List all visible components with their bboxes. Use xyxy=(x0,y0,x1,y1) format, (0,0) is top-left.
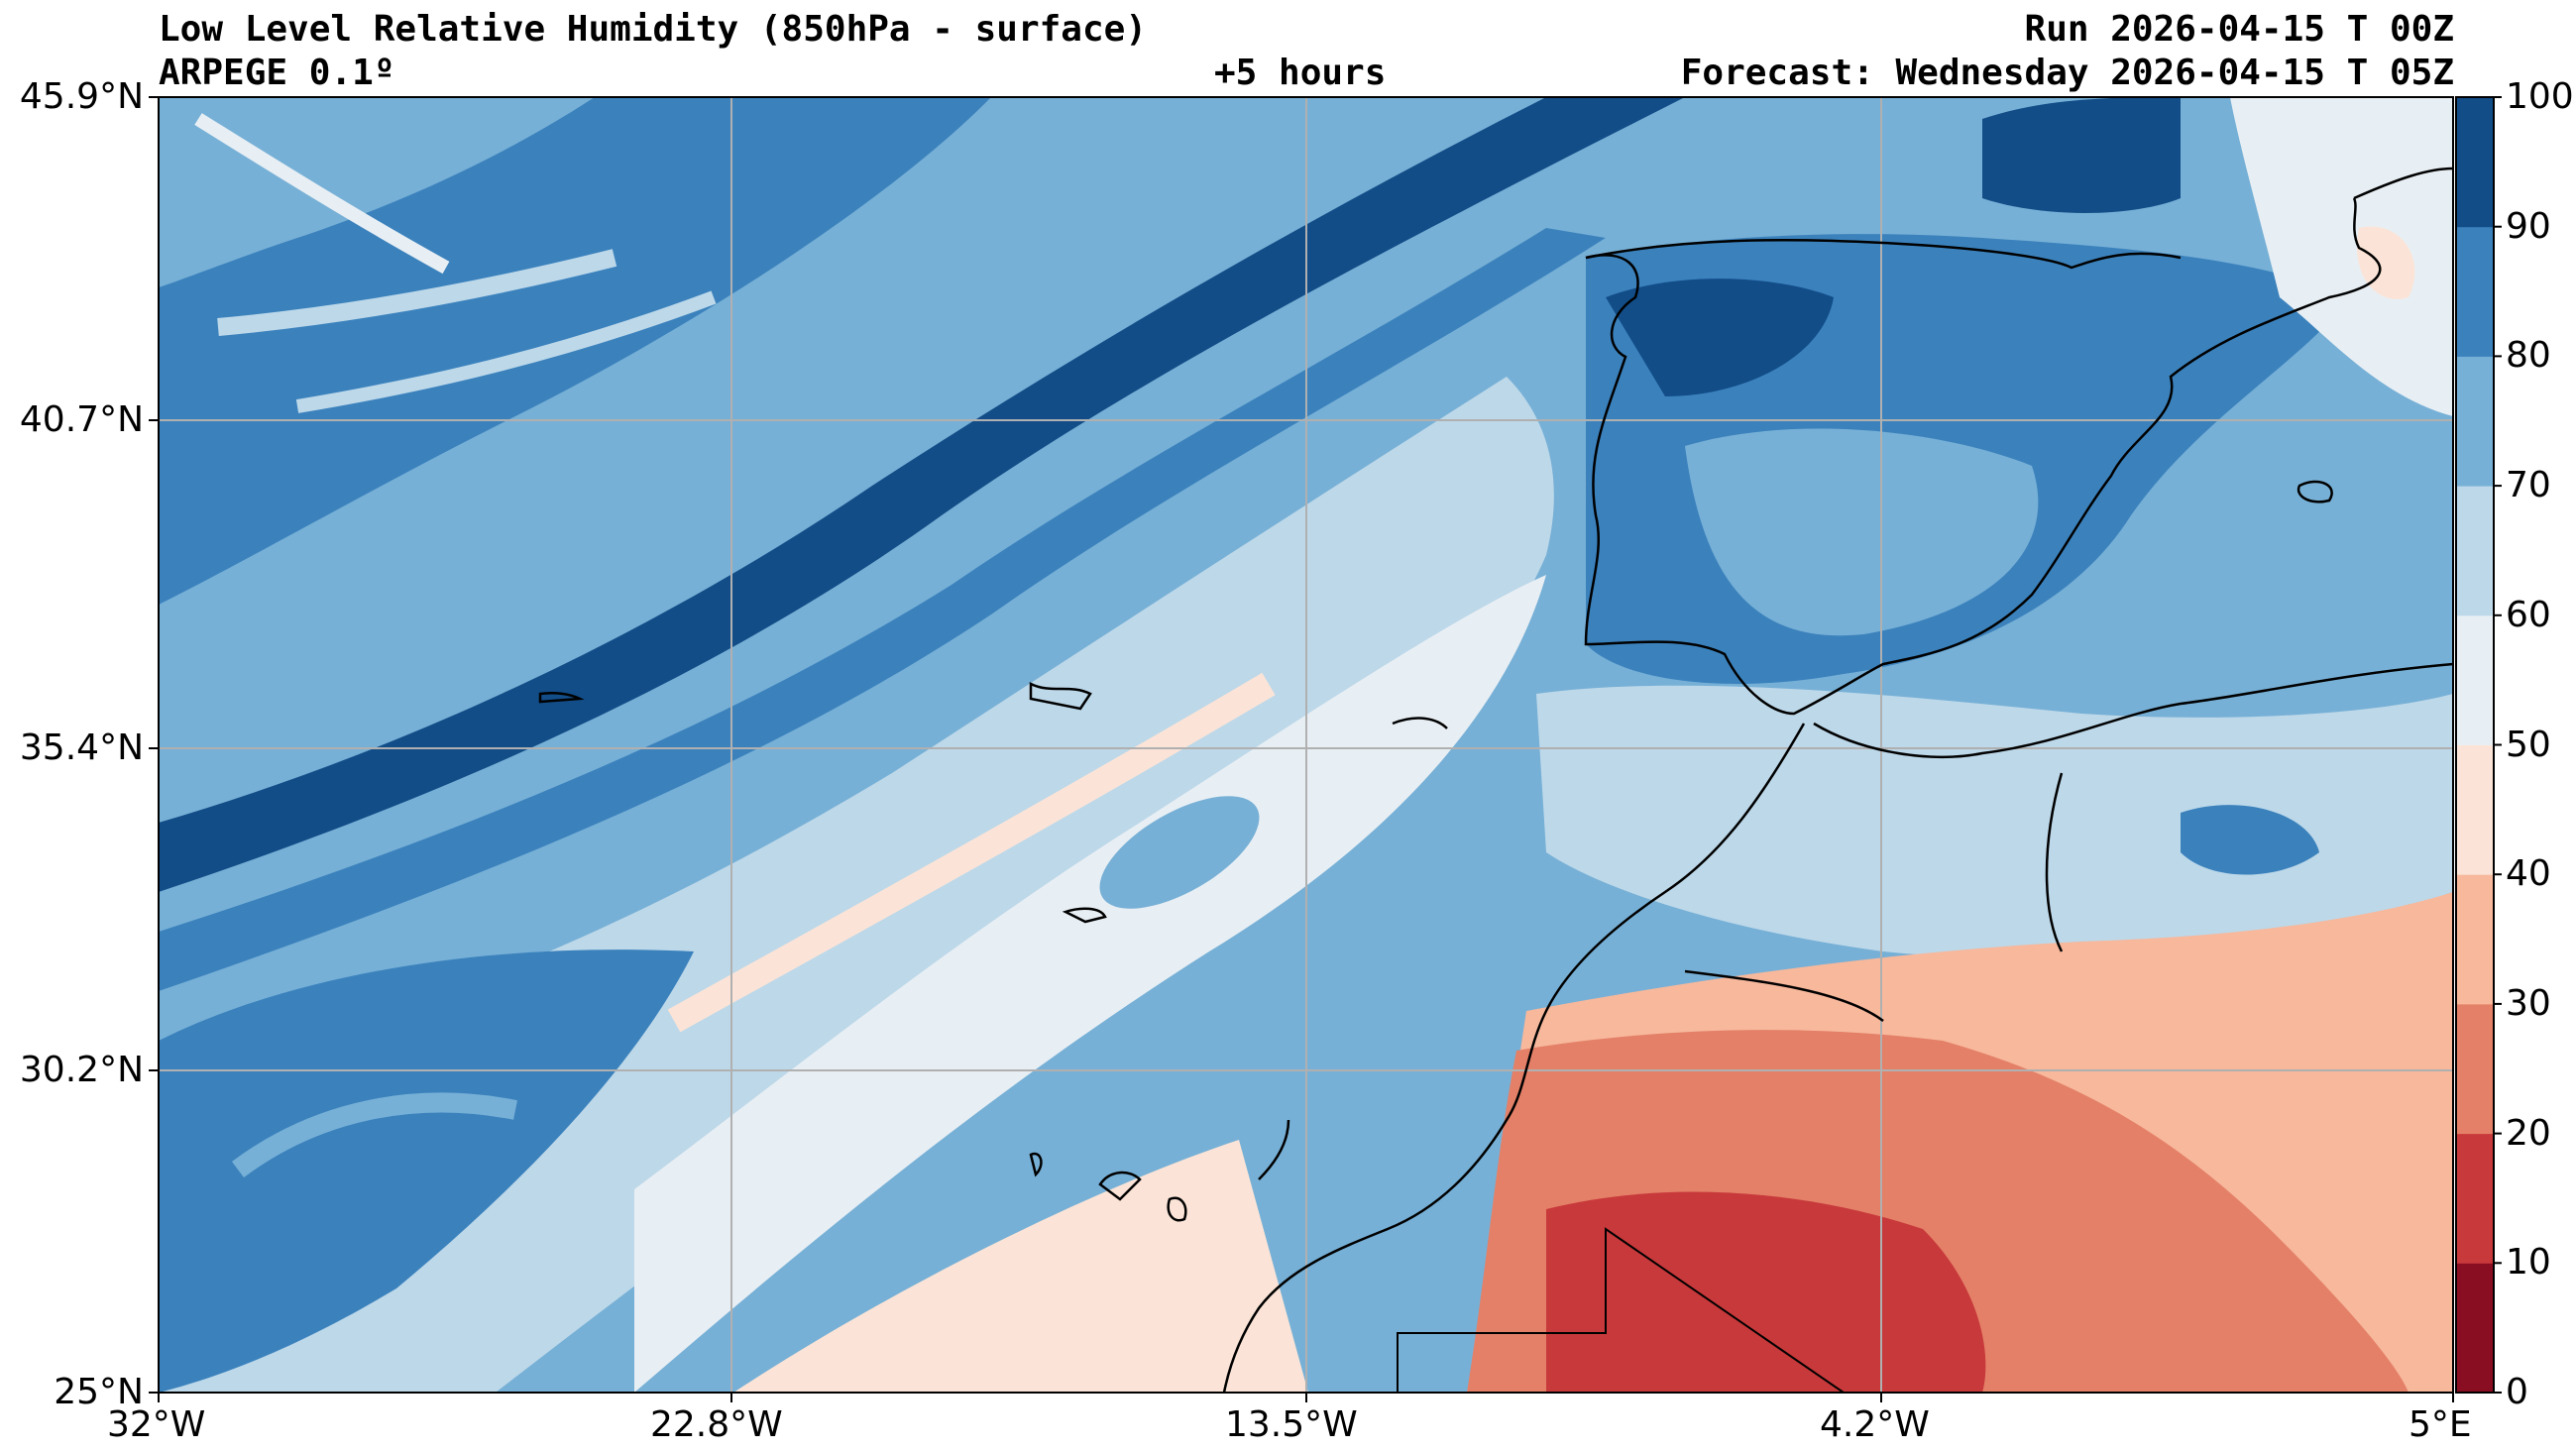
colorbar-label: 30 xyxy=(2506,982,2551,1024)
model-name: ARPEGE 0.1º xyxy=(159,53,395,93)
colorbar-label: 60 xyxy=(2506,594,2551,635)
colorbar-segment xyxy=(2456,744,2494,875)
borders xyxy=(1397,1227,1845,1394)
lon-tick-label: 4.2°W xyxy=(1820,1404,1930,1445)
colorbar-segment xyxy=(2456,226,2494,357)
gridlines xyxy=(159,97,2453,1393)
colorbar-segment xyxy=(2456,1263,2494,1394)
lat-tick-label: 25°N xyxy=(54,1372,144,1412)
colorbar-label: 90 xyxy=(2506,205,2551,247)
colorbar-segment xyxy=(2456,486,2494,616)
colorbar-segment xyxy=(2456,614,2494,745)
colorbar-segment xyxy=(2456,356,2494,487)
colorbar-label: 10 xyxy=(2506,1242,2551,1284)
colorbar-label: 70 xyxy=(2506,465,2551,506)
colorbar-label: 0 xyxy=(2506,1372,2528,1412)
lat-tick-label: 45.9°N xyxy=(19,76,144,117)
lon-tick-label: 5°E xyxy=(2408,1404,2472,1445)
colorbar xyxy=(2455,96,2502,1394)
colorbar-label: 50 xyxy=(2506,724,2551,765)
colorbar-label: 20 xyxy=(2506,1112,2551,1154)
lon-tick-label: 13.5°W xyxy=(1225,1404,1358,1445)
lon-tick-label: 32°W xyxy=(107,1404,206,1445)
forecast-time: Forecast: Wednesday 2026-04-15 T 05Z xyxy=(1680,53,2454,93)
lat-tick-label: 35.4°N xyxy=(19,727,144,768)
colorbar-segment xyxy=(2456,1003,2494,1135)
coastlines xyxy=(538,167,2453,1393)
lon-tick-label: 22.8°W xyxy=(650,1404,783,1445)
colorbar-segment xyxy=(2456,97,2494,228)
lat-tick-label: 30.2°N xyxy=(19,1050,144,1090)
colorbar-label: 100 xyxy=(2506,76,2574,117)
colorbar-label: 80 xyxy=(2506,335,2551,377)
map-title: Low Level Relative Humidity (850hPa - su… xyxy=(159,9,1147,50)
lat-tick-label: 40.7°N xyxy=(19,399,144,440)
colorbar-segment xyxy=(2456,1133,2494,1264)
run-time: Run 2026-04-15 T 00Z xyxy=(2024,9,2454,50)
colorbar-label: 40 xyxy=(2506,853,2551,895)
lead-time: +5 hours xyxy=(1214,53,1387,93)
colorbar-segment xyxy=(2456,874,2494,1005)
